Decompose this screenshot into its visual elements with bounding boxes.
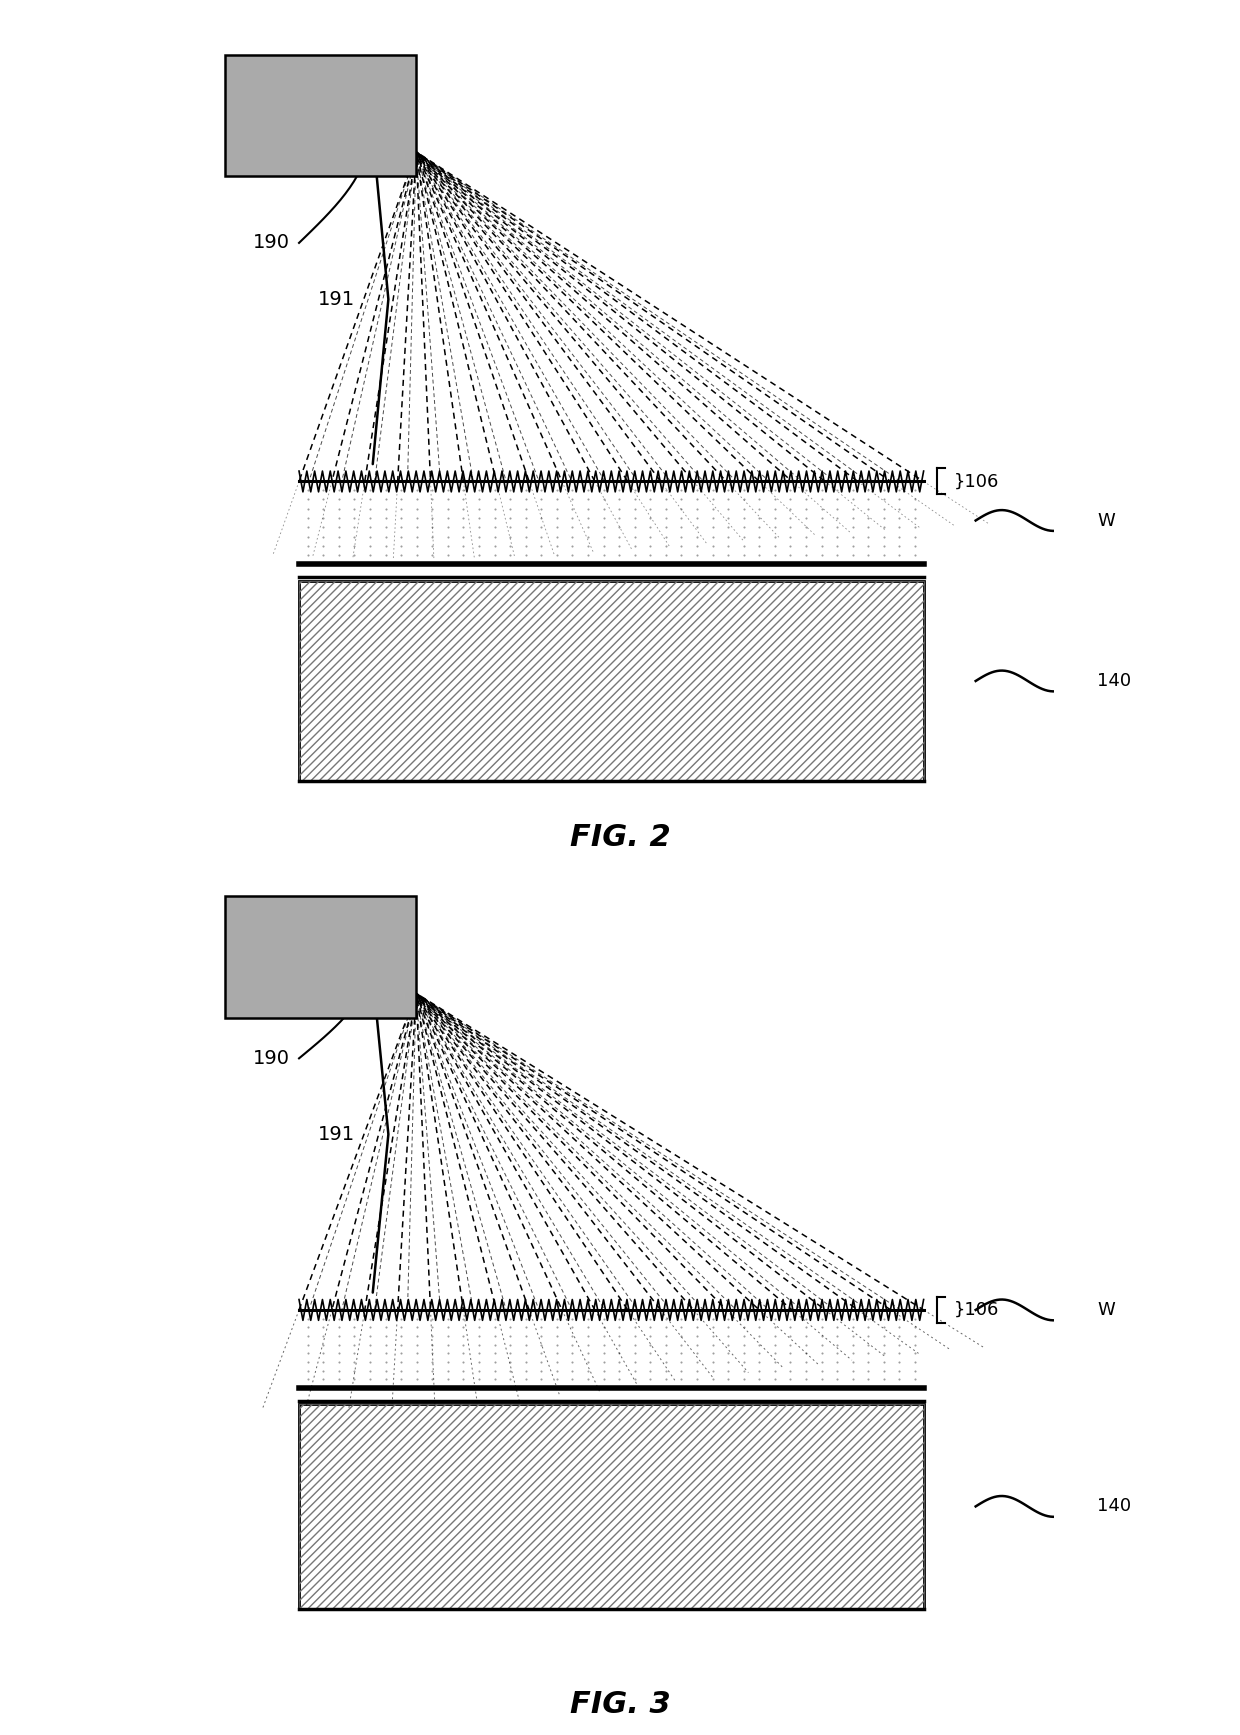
Polygon shape [0, 484, 391, 843]
FancyBboxPatch shape [226, 895, 417, 1017]
Text: }106: }106 [954, 472, 999, 491]
Text: 190: 190 [253, 1050, 290, 1067]
Bar [299, 581, 924, 781]
FancyBboxPatch shape [226, 54, 417, 177]
Text: FIG. 2: FIG. 2 [569, 822, 671, 852]
Text: 191: 191 [319, 290, 356, 309]
Text: }106: }106 [954, 1301, 999, 1319]
Bar [299, 1310, 924, 1388]
Text: W: W [1097, 512, 1115, 529]
Text: 190: 190 [253, 234, 290, 252]
Bar [299, 1404, 924, 1610]
Text: FIG. 3: FIG. 3 [569, 1690, 671, 1719]
Text: 191: 191 [319, 1124, 356, 1143]
Bar [299, 481, 924, 564]
Polygon shape [0, 134, 153, 604]
Text: W: W [1097, 1301, 1115, 1319]
Polygon shape [0, 0, 391, 2]
Bar [299, 581, 924, 781]
Text: 140: 140 [1097, 671, 1131, 691]
Bar [299, 1404, 924, 1610]
Text: 140: 140 [1097, 1497, 1131, 1515]
